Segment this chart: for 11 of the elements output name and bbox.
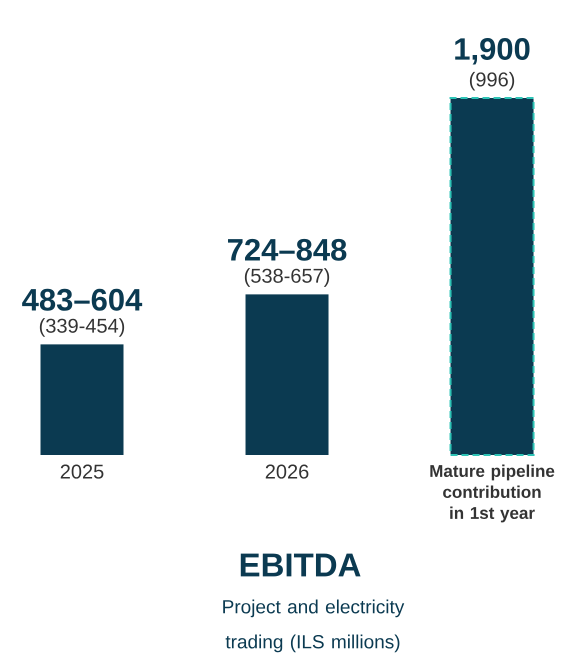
x-tick-label: Mature pipeline contribution in 1st year [430, 464, 554, 522]
annotation: (538-657) [244, 268, 330, 287]
text: 1,900 [455, 38, 530, 64]
x-tick-label: 2026 [266, 464, 308, 479]
text: Project and electricity trading (ILS millions) [223, 600, 404, 652]
text: EBITDA [240, 554, 361, 576]
annotation: (339-454) [40, 318, 124, 337]
text: 724–848 [228, 238, 346, 261]
text: 483–604 [22, 288, 142, 311]
annotation: (996) [470, 72, 514, 90]
x-tick-label: 2025 [60, 464, 104, 479]
